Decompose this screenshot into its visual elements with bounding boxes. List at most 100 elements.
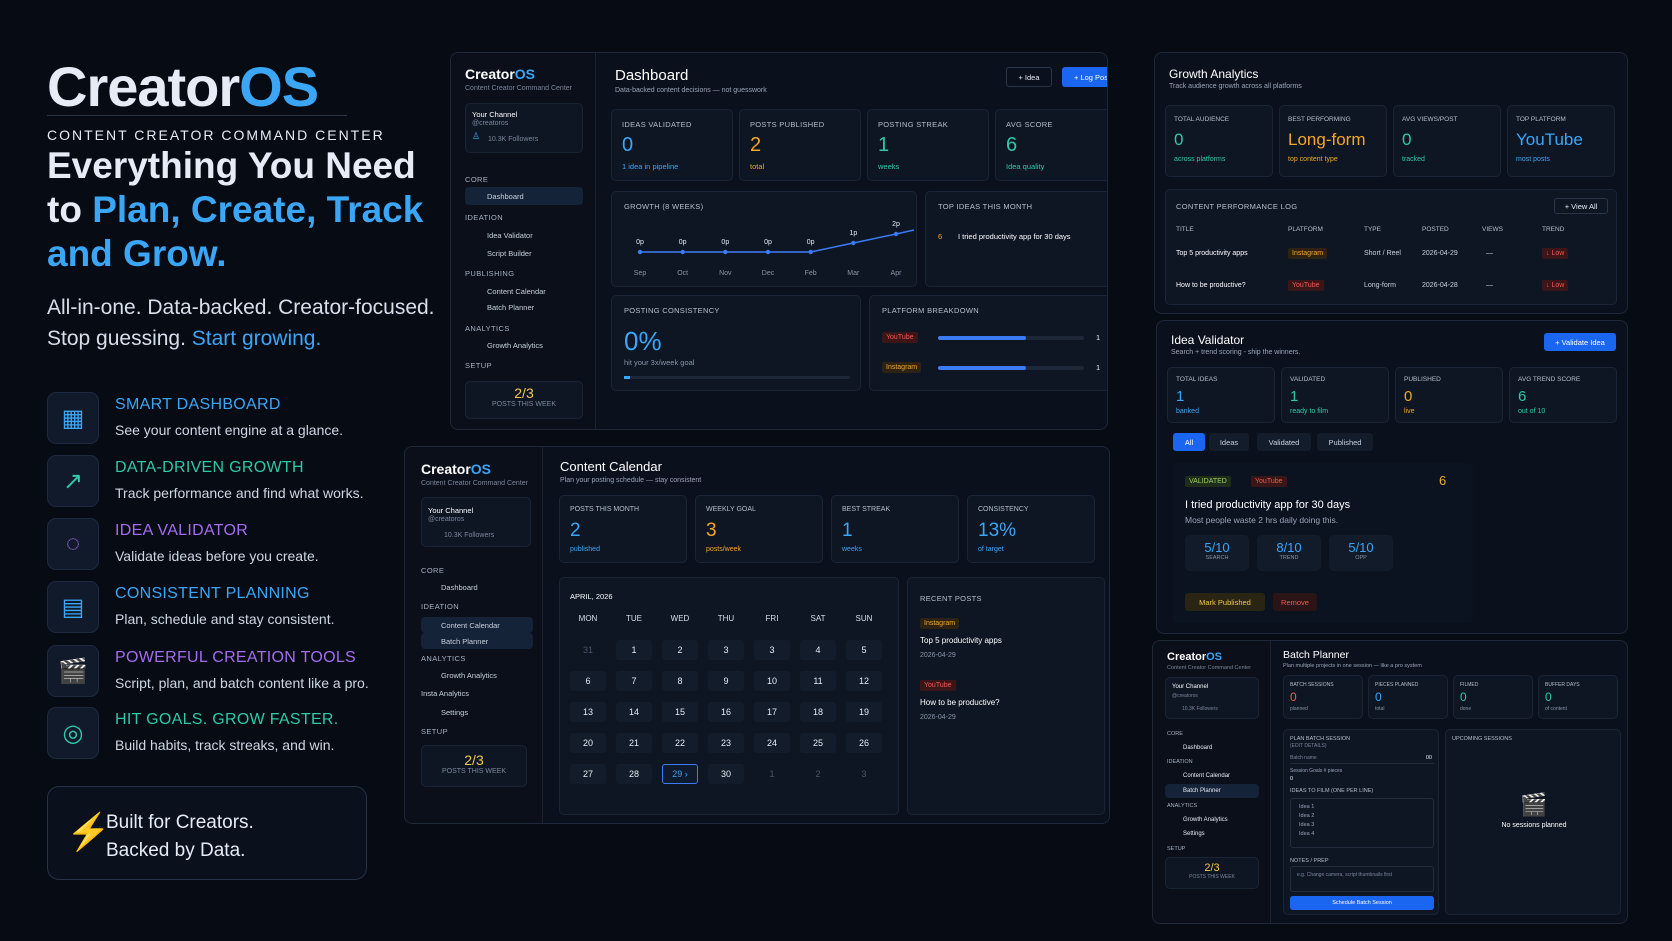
weekday-label: SAT <box>810 614 826 623</box>
calendar-day[interactable]: 21 <box>616 733 652 753</box>
calendar-day[interactable]: 19 <box>846 702 882 722</box>
calendar-day[interactable]: 9 <box>708 671 744 691</box>
cal-channel-card[interactable]: Your Channel @creatoros 10.3K Followers <box>421 497 531 547</box>
filter-tab[interactable]: All <box>1173 433 1205 451</box>
add-idea-button[interactable]: + Idea <box>1006 67 1052 87</box>
calendar-day[interactable]: 14 <box>616 702 652 722</box>
recent-title[interactable]: How to be productive? <box>920 698 1000 707</box>
platform-bar-fill <box>938 366 1026 370</box>
cal-item-growth-analytics[interactable]: Growth Analytics <box>441 671 497 680</box>
calendar-day[interactable]: 31 <box>570 640 606 660</box>
calendar-day[interactable]: 12 <box>846 671 882 691</box>
metric-label: TREND <box>1279 555 1299 561</box>
calendar-day[interactable]: 6 <box>570 671 606 691</box>
validator-stat-value: 1 <box>1290 388 1299 405</box>
calendar-day[interactable]: 8 <box>662 671 698 691</box>
session-goals-input[interactable]: 0 <box>1290 776 1294 782</box>
calendar-day[interactable]: 10 <box>754 671 790 691</box>
batch-sidebar-logo: CreatorOS <box>1167 651 1223 663</box>
batch-name-input[interactable]: Batch name 00 <box>1290 752 1434 764</box>
ideas-textarea[interactable]: Idea 1 Idea 2 Idea 3 Idea 4 <box>1290 798 1434 848</box>
calendar-day[interactable]: 2 <box>662 640 698 660</box>
calendar-day-today[interactable]: 29 › <box>662 764 698 784</box>
consistency-card: POSTING CONSISTENCY 0% hit your 3x/week … <box>611 295 861 391</box>
posts-week-value: 2/3 <box>514 385 534 401</box>
batch-channel-card[interactable]: Your Channel @creatoros 10.3K Followers <box>1165 677 1259 719</box>
calendar-day[interactable]: 16 <box>708 702 744 722</box>
filter-tab[interactable]: Published <box>1317 433 1373 451</box>
calendar-day[interactable]: 25 <box>800 733 836 753</box>
calendar-day[interactable]: 17 <box>754 702 790 722</box>
cal-item-settings[interactable]: Settings <box>441 708 469 717</box>
calendar-day[interactable]: 22 <box>662 733 698 753</box>
calendar-day[interactable]: 3 <box>846 764 882 784</box>
calendar-day[interactable]: 1 <box>616 640 652 660</box>
cal-posts-week-label: POSTS THIS WEEK <box>441 768 507 775</box>
batch-item-settings[interactable]: Settings <box>1183 831 1205 837</box>
sidebar-item-growth-analytics[interactable]: Growth Analytics <box>487 341 543 350</box>
validate-idea-button[interactable]: + Validate Idea <box>1544 333 1616 351</box>
calendar-day[interactable]: 2 <box>800 764 836 784</box>
calendar-day[interactable]: 23 <box>708 733 744 753</box>
calendar-day[interactable]: 4 <box>800 640 836 660</box>
top-idea-title[interactable]: I tried productivity app for 30 days <box>958 232 1071 241</box>
cal-item-batch-planner[interactable]: Batch Planner <box>421 633 533 649</box>
cal-item-content-calendar[interactable]: Content Calendar <box>421 617 533 633</box>
growth-point <box>851 240 856 246</box>
sidebar-item-content-calendar[interactable]: Content Calendar <box>487 287 546 296</box>
recent-posts-title: RECENT POSTS <box>920 594 982 603</box>
filter-tab[interactable]: Ideas <box>1209 433 1249 451</box>
channel-card[interactable]: Your Channel @creatoros 10.3K Followers … <box>465 103 583 153</box>
sidebar-item-idea-validator[interactable]: Idea Validator <box>487 231 533 240</box>
calendar-day[interactable]: 5 <box>846 640 882 660</box>
calendar-day[interactable]: 3 <box>708 640 744 660</box>
batch-item-growth-analytics[interactable]: Growth Analytics <box>1183 817 1228 823</box>
idea-line: Idea 3 <box>1299 822 1315 828</box>
mark-published-button[interactable]: Mark Published <box>1185 593 1265 611</box>
idea-line: Idea 4 <box>1299 831 1315 837</box>
notes-textarea[interactable]: e.g. Change camera, script thumbnails fi… <box>1290 866 1434 892</box>
calendar-day[interactable]: 18 <box>800 702 836 722</box>
cal-item-insta-analytics[interactable]: Insta Analytics <box>421 689 469 698</box>
batch-item-batch-planner[interactable]: Batch Planner <box>1165 784 1259 798</box>
calendar-day[interactable]: 11 <box>800 671 836 691</box>
calendar-day[interactable]: 28 <box>616 764 652 784</box>
view-all-button[interactable]: + View All <box>1554 198 1608 214</box>
growth-data-label: 2p <box>892 221 900 228</box>
remove-button[interactable]: Remove <box>1273 593 1317 611</box>
schedule-batch-button[interactable]: Schedule Batch Session <box>1290 896 1434 910</box>
row-platform: YouTube <box>1288 280 1324 291</box>
recent-title[interactable]: Top 5 productivity apps <box>920 636 1002 645</box>
row-title[interactable]: Top 5 productivity apps <box>1176 250 1248 257</box>
growth-tick-label: Feb <box>805 270 817 277</box>
recent-platform: Instagram <box>920 618 960 629</box>
upcoming-sessions-title: UPCOMING SESSIONS <box>1452 736 1512 742</box>
sidebar-item-batch-planner[interactable]: Batch Planner <box>487 303 535 312</box>
consistency-note: hit your 3x/week goal <box>624 358 695 367</box>
calendar-day[interactable]: 24 <box>754 733 790 753</box>
calendar-day[interactable]: 15 <box>662 702 698 722</box>
calendar-day[interactable]: 13 <box>570 702 606 722</box>
batch-name-value: 00 <box>1425 755 1432 761</box>
calendar-day[interactable]: 1 <box>754 764 790 784</box>
calendar-day[interactable]: 20 <box>570 733 606 753</box>
stat-value: 0 <box>622 134 634 156</box>
batch-stat-label: BUFFER DAYS <box>1545 682 1580 688</box>
cal-item-dashboard[interactable]: Dashboard <box>441 583 478 592</box>
sidebar-item-dashboard[interactable]: Dashboard <box>465 187 583 205</box>
row-title[interactable]: How to be productive? <box>1176 282 1246 289</box>
filter-tab[interactable]: Validated <box>1257 433 1311 451</box>
growth-tick-label: Sep <box>634 270 647 277</box>
row-posted: 2026-04-28 <box>1422 282 1458 289</box>
sidebar-item-script-builder[interactable]: Script Builder <box>487 249 532 258</box>
feature-desc: Build habits, track streaks, and win. <box>115 737 335 753</box>
calendar-day[interactable]: 26 <box>846 733 882 753</box>
calendar-day[interactable]: 30 <box>708 764 744 784</box>
batch-item-dashboard[interactable]: Dashboard <box>1183 745 1213 751</box>
batch-item-content-calendar[interactable]: Content Calendar <box>1183 773 1231 779</box>
log-post-button[interactable]: + Log Post <box>1062 67 1107 87</box>
calendar-day[interactable]: 7 <box>616 671 652 691</box>
idea-score: 6 <box>1439 473 1447 488</box>
calendar-day[interactable]: 27 <box>570 764 606 784</box>
calendar-day[interactable]: 3 <box>754 640 790 660</box>
